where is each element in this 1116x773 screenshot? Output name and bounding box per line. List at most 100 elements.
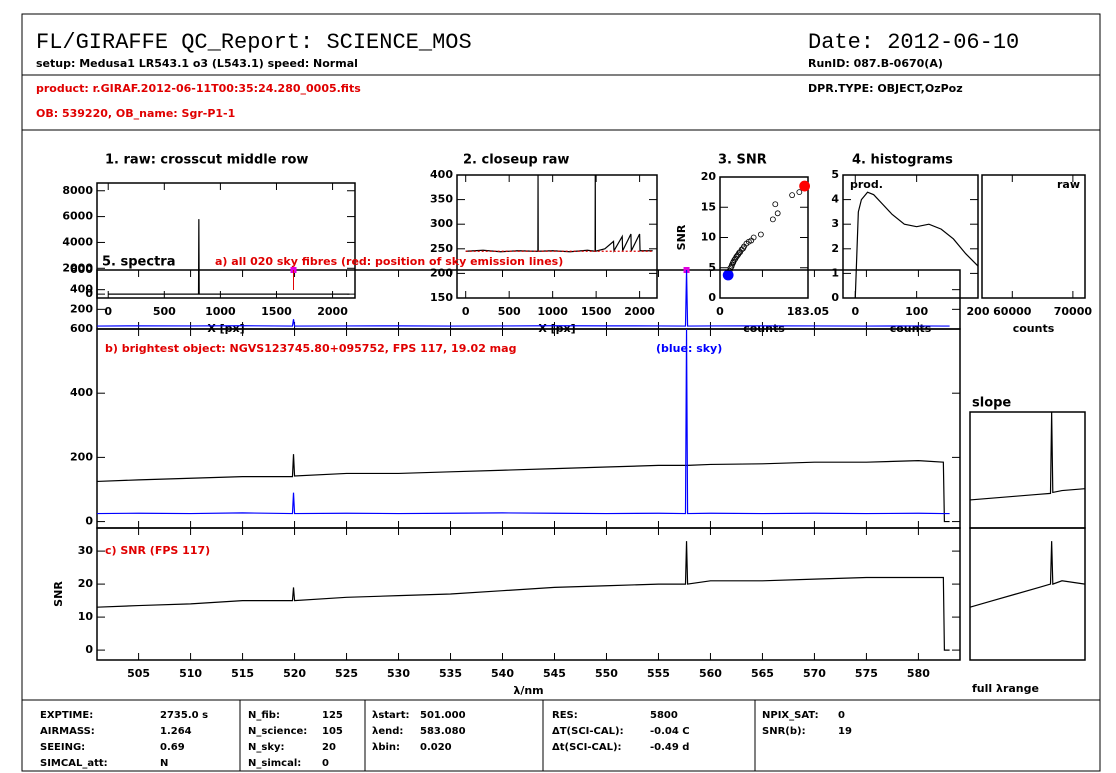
scatter-point (722, 269, 734, 281)
footer-label: ΔT(SCI-CAL): (552, 726, 624, 737)
footer-label: EXPTIME: (40, 710, 93, 721)
footer-value: -0.49 d (650, 742, 689, 753)
x-tick-label: 500 (153, 305, 176, 318)
panel-label: a) all 020 sky fibres (red: position of … (215, 255, 563, 268)
panel-label: c) SNR (FPS 117) (105, 544, 210, 557)
y-tick-label: 20 (701, 170, 717, 183)
x-tick-label: 0 (104, 305, 112, 318)
setup: setup: Medusa1 LR543.1 o3 (L543.1) speed… (36, 57, 358, 70)
y-tick-label: 350 (430, 193, 453, 206)
y-tick-label: 15 (701, 200, 716, 213)
x-tick-label: 550 (595, 667, 618, 680)
panel-label: prod. (850, 178, 883, 191)
y-tick-label: 400 (70, 386, 93, 399)
y-tick-label: 0 (85, 643, 93, 656)
data-line (96, 269, 950, 327)
x-tick-label: 183.05 (787, 305, 829, 318)
x-tick-label: 1500 (581, 305, 612, 318)
footer-label: SEEING: (40, 742, 85, 753)
footer-label: N_sky: (248, 742, 285, 753)
x-axis-label: λ/nm (513, 684, 543, 697)
data-line (108, 219, 350, 295)
footer-value: 0 (322, 758, 329, 769)
footer-label: N_fib: (248, 710, 280, 721)
data-line (465, 174, 653, 253)
y-tick-label: 600 (70, 263, 93, 276)
data-line (96, 454, 950, 523)
y-tick-label: 0 (85, 287, 93, 300)
y-tick-label: 6000 (62, 210, 93, 223)
runid: RunID: 087.B-0670(A) (808, 57, 943, 70)
plot-frame (456, 174, 658, 299)
footer-value: 105 (322, 726, 343, 737)
scatter-point (731, 256, 738, 263)
y-tick-label: 0 (85, 515, 93, 528)
scatter-point (769, 216, 776, 223)
footer-label: NPIX_SAT: (762, 710, 819, 721)
data-line (854, 191, 979, 299)
x-tick-label: 525 (335, 667, 358, 680)
footer-label: N_simcal: (248, 758, 301, 769)
y-axis-label: SNR (52, 581, 65, 607)
footer-value: 125 (322, 710, 343, 721)
product: product: r.GIRAF.2012-06-11T00:35:24.280… (36, 82, 361, 95)
x-tick-label: 535 (439, 667, 462, 680)
panel-title: slope (972, 396, 1011, 411)
y-tick-label: 300 (430, 217, 453, 230)
footer-value: 501.000 (420, 710, 466, 721)
x-tick-label: 1000 (537, 305, 568, 318)
dpr-type: DPR.TYPE: OBJECT,OzPoz (808, 82, 963, 95)
data-line (969, 411, 1086, 501)
x-tick-label: 1000 (205, 305, 236, 318)
y-tick-label: 0 (831, 291, 839, 304)
y-tick-label: 600 (70, 322, 93, 335)
footer-label: λend: (372, 726, 403, 737)
footer-value: 20 (322, 742, 336, 753)
y-tick-label: 250 (430, 242, 453, 255)
x-tick-label: 2000 (317, 305, 348, 318)
data-line (96, 541, 950, 651)
y-tick-label: 1 (831, 266, 839, 279)
scatter-point (757, 231, 764, 238)
plot-frame (96, 328, 961, 529)
scatter-point (789, 192, 796, 199)
date: Date: 2012-06-10 (808, 30, 1019, 55)
y-tick-label: 4000 (62, 235, 93, 248)
x-tick-label: 515 (231, 667, 254, 680)
footer-label: λstart: (372, 710, 410, 721)
x-tick-label: 580 (907, 667, 930, 680)
plot-frame (96, 527, 961, 661)
x-tick-label: 570 (803, 667, 826, 680)
page-border (21, 13, 1101, 772)
plot-frame (981, 174, 1086, 299)
footer-label: SNR(b): (762, 726, 806, 737)
scatter-point (772, 201, 779, 208)
y-tick-label: 5 (708, 261, 716, 274)
footer-value: 5800 (650, 710, 678, 721)
footer-label: Δt(SCI-CAL): (552, 742, 622, 753)
x-tick-label: 200 (967, 305, 990, 318)
scatter-point (799, 180, 811, 192)
y-tick-label: 20 (78, 577, 94, 590)
footer-label: RES: (552, 710, 578, 721)
x-tick-label: 545 (543, 667, 566, 680)
y-tick-label: 400 (70, 283, 93, 296)
y-tick-label: 150 (430, 291, 453, 304)
footer-value: 0.020 (420, 742, 452, 753)
plot-frame (969, 411, 1086, 529)
x-tick-label: 510 (179, 667, 202, 680)
x-tick-label: 2000 (624, 305, 655, 318)
panel-title: 2. closeup raw (463, 153, 569, 168)
x-tick-label: 0 (851, 305, 859, 318)
y-tick-label: 3 (831, 217, 839, 230)
footer-label: SIMCAL_att: (40, 758, 108, 769)
footer-value: -0.04 C (650, 726, 690, 737)
data-line (96, 328, 950, 515)
y-tick-label: 0 (708, 291, 716, 304)
x-tick-label: 540 (491, 667, 514, 680)
plot-frame (969, 527, 1086, 661)
x-tick-label: 565 (751, 667, 774, 680)
panel-title: 5. spectra (102, 255, 175, 270)
data-line (969, 541, 1086, 608)
scatter-point (796, 189, 803, 196)
